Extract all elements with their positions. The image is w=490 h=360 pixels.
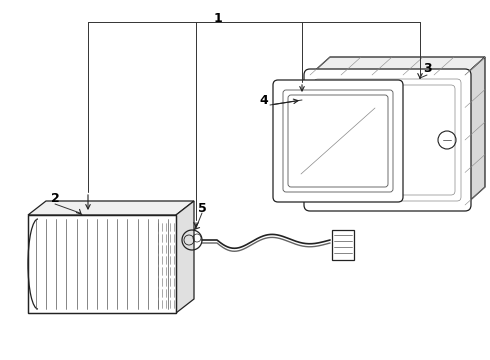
FancyBboxPatch shape bbox=[283, 90, 393, 192]
Text: 4: 4 bbox=[260, 94, 269, 107]
Polygon shape bbox=[310, 57, 485, 75]
Bar bbox=[332, 230, 354, 260]
Text: 5: 5 bbox=[197, 202, 206, 215]
Polygon shape bbox=[176, 201, 194, 313]
Text: 3: 3 bbox=[423, 62, 431, 75]
Polygon shape bbox=[465, 57, 485, 205]
Text: 2: 2 bbox=[50, 192, 59, 204]
Polygon shape bbox=[28, 215, 176, 313]
Bar bbox=[28, 215, 176, 313]
Bar bbox=[296, 103, 380, 179]
Text: 1: 1 bbox=[214, 12, 222, 24]
FancyBboxPatch shape bbox=[273, 80, 403, 202]
FancyBboxPatch shape bbox=[304, 69, 471, 211]
Polygon shape bbox=[28, 201, 194, 215]
FancyBboxPatch shape bbox=[288, 95, 388, 187]
